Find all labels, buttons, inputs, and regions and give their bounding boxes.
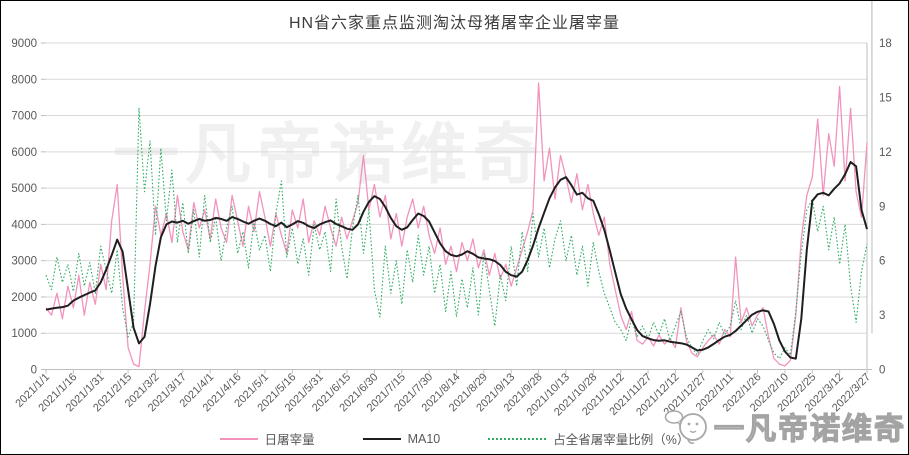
center-watermark: 一凡帝诺维奇 xyxy=(113,117,545,191)
legend-label: 日屠宰量 xyxy=(264,433,315,447)
svg-text:5000: 5000 xyxy=(11,183,37,195)
svg-text:7000: 7000 xyxy=(11,111,37,123)
svg-text:0: 0 xyxy=(31,365,37,377)
chart-title: HN省六家重点监测淘汰母猪屠宰企业屠宰量 xyxy=(288,15,621,32)
legend-item-daily-slaughter: 日屠宰量 xyxy=(219,429,315,448)
axis-labels: 0 1000 2000 3000 4000 5000 6000 7000 8000 9000 0 3 6… xyxy=(11,38,891,419)
svg-text:1000: 1000 xyxy=(11,328,37,340)
black-line-swatch xyxy=(362,437,401,440)
corner-watermark: 一凡帝诺维奇 xyxy=(664,404,906,448)
svg-text:6000: 6000 xyxy=(11,147,37,159)
svg-text:18: 18 xyxy=(879,38,892,50)
legend-label: MA10 xyxy=(407,431,441,446)
series-line-0 xyxy=(45,82,868,368)
svg-text:2000: 2000 xyxy=(11,292,37,304)
legend: 日屠宰量 MA10 占全省屠宰量比例（%） xyxy=(1,429,908,448)
svg-text:15: 15 xyxy=(879,92,892,104)
green-dotted-line-swatch xyxy=(488,437,547,440)
gridlines xyxy=(41,1,873,374)
pink-line-swatch xyxy=(219,437,258,440)
cartoon-face-icon xyxy=(664,410,707,444)
series-line-2 xyxy=(45,107,868,360)
legend-item-ma10: MA10 xyxy=(362,431,441,446)
svg-text:3000: 3000 xyxy=(11,256,37,268)
legend-label: 占全省屠宰量比例（%） xyxy=(553,433,690,447)
svg-text:9: 9 xyxy=(879,201,885,213)
corner-watermark-text: 一凡帝诺维奇 xyxy=(713,412,906,446)
svg-text:12: 12 xyxy=(879,147,892,159)
svg-text:4000: 4000 xyxy=(11,219,37,231)
legend-item-province-share: 占全省屠宰量比例（%） xyxy=(488,429,689,448)
svg-text:8000: 8000 xyxy=(11,74,37,86)
svg-text:3: 3 xyxy=(879,310,885,322)
svg-text:9000: 9000 xyxy=(11,38,37,50)
svg-text:0: 0 xyxy=(879,365,885,377)
svg-text:6: 6 xyxy=(879,256,885,268)
series-line-1 xyxy=(45,161,868,360)
